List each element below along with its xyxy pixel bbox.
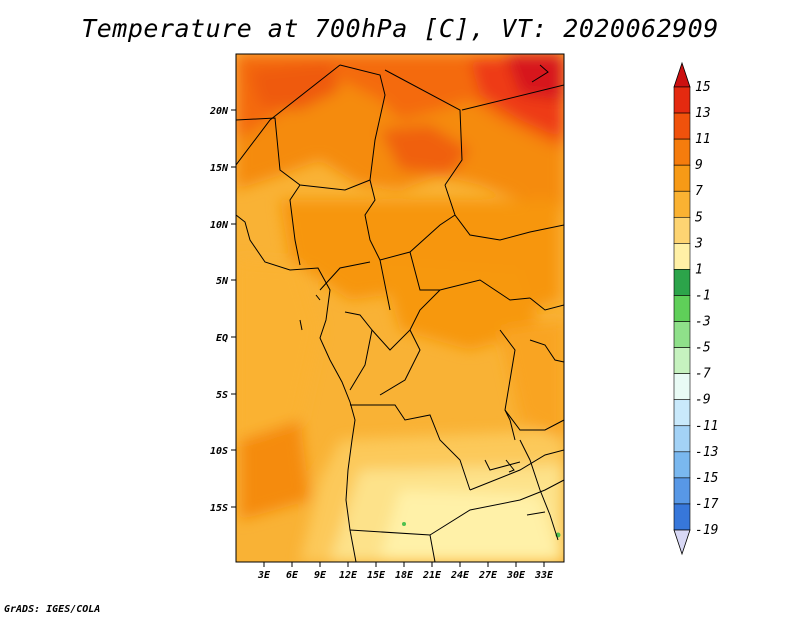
lon-tick: 3E (257, 562, 271, 581)
lon-tick-label: 30E (506, 570, 526, 581)
lon-tick: 12E (339, 562, 358, 581)
colorbar-label: -11 (695, 419, 718, 434)
colorbar-label: 11 (695, 132, 711, 147)
colorbar-bin (673, 216, 691, 244)
colorbar-label: -9 (695, 393, 711, 408)
colorbar-label: -17 (695, 497, 719, 512)
lat-tick-label: 20N (209, 106, 229, 117)
lat-tick-label: 15N (210, 163, 229, 174)
colorbar-bin (673, 373, 691, 401)
lat-tick: 10S (210, 446, 236, 457)
lat-tick: 15N (210, 163, 236, 174)
lon-tick: 24E (450, 562, 470, 581)
lon-tick-label: 12E (339, 570, 358, 581)
lon-tick: 15E (367, 562, 386, 581)
colorbar-bin (673, 451, 691, 479)
lat-tick-label: 5N (216, 276, 229, 287)
lat-tick: EQ (216, 333, 236, 344)
lon-tick-label: 9E (314, 570, 327, 581)
lon-tick-label: 15E (367, 570, 386, 581)
lon-tick: 9E (314, 562, 327, 581)
lat-tick-label: 15S (210, 503, 228, 514)
colorbar-bin (673, 190, 691, 218)
colorbar-bin (673, 295, 691, 322)
colorbar-label: -1 (695, 288, 711, 303)
map-title: Temperature at 700hPa [C], VT: 202006290… (81, 14, 719, 43)
lon-tick: 30E (506, 562, 526, 581)
lon-tick-label: 24E (450, 570, 470, 581)
lat-tick: 10N (210, 220, 236, 231)
colorbar-bin (673, 164, 691, 192)
map-frame (235, 53, 565, 563)
lon-tick: 6E (286, 562, 299, 581)
colorbar-bin (673, 347, 691, 374)
lat-axis: 20N 15N 10N 5N EQ 5S 10S 15S (209, 106, 236, 514)
colorbar-label: 9 (695, 158, 703, 173)
lon-tick: 18E (395, 562, 414, 581)
grads-credit: GrADS: IGES/COLA (4, 604, 101, 615)
lat-tick: 5S (216, 390, 236, 401)
colorbar-bin (673, 269, 691, 296)
lat-tick-label: EQ (216, 333, 228, 344)
colorbar-bin (673, 399, 691, 427)
colorbar-label: 13 (695, 106, 711, 121)
lat-tick: 15S (210, 503, 236, 514)
lon-tick: 27E (478, 562, 498, 581)
colorbar-label: 5 (695, 210, 703, 225)
lat-tick: 20N (209, 106, 236, 117)
colorbar-label: -19 (695, 523, 718, 538)
colorbar-bin (673, 243, 691, 270)
colorbar-bin (673, 425, 691, 453)
lon-tick-label: 33E (534, 570, 554, 581)
lon-tick: 21E (422, 562, 442, 581)
colorbar-label: 3 (694, 236, 703, 251)
colorbar: 15 13 11 9 7 5 3 1 -1 -3 -5 -7 -9 -11 -13 -15 -17 -19 (673, 61, 719, 556)
temperature-field (236, 54, 564, 562)
lon-axis: 3E 6E 9E 12E 15E 18E 21E 24E 27E 30E 33E (257, 562, 554, 581)
colorbar-top-arrow (673, 61, 691, 88)
lon-tick: 33E (534, 562, 554, 581)
lon-tick-label: 18E (395, 570, 414, 581)
colorbar-label: -5 (695, 341, 711, 356)
lat-tick-label: 10N (210, 220, 229, 231)
lon-tick-label: 6E (286, 570, 299, 581)
colorbar-bin (673, 503, 691, 531)
lon-tick-label: 21E (422, 570, 442, 581)
colorbar-bin (673, 321, 691, 348)
lon-tick-label: 3E (257, 570, 271, 581)
colorbar-label: 7 (695, 184, 703, 199)
colorbar-label: -13 (695, 445, 718, 460)
lat-tick-label: 10S (210, 446, 228, 457)
colorbar-label: 15 (695, 80, 711, 95)
lon-tick-label: 27E (478, 570, 498, 581)
colorbar-label: -7 (695, 367, 711, 382)
country-borders (236, 64, 564, 562)
colorbar-label: -15 (695, 471, 719, 486)
colorbar-bin (673, 477, 691, 505)
colorbar-label: 1 (695, 262, 703, 277)
lat-tick: 5N (216, 276, 236, 287)
colorbar-label: -3 (695, 315, 711, 330)
lat-tick-label: 5S (216, 390, 228, 401)
colorbar-bin (673, 86, 691, 114)
colorbar-bottom-arrow (673, 529, 691, 556)
colorbar-bin (673, 138, 691, 166)
colorbar-bin (673, 112, 691, 140)
